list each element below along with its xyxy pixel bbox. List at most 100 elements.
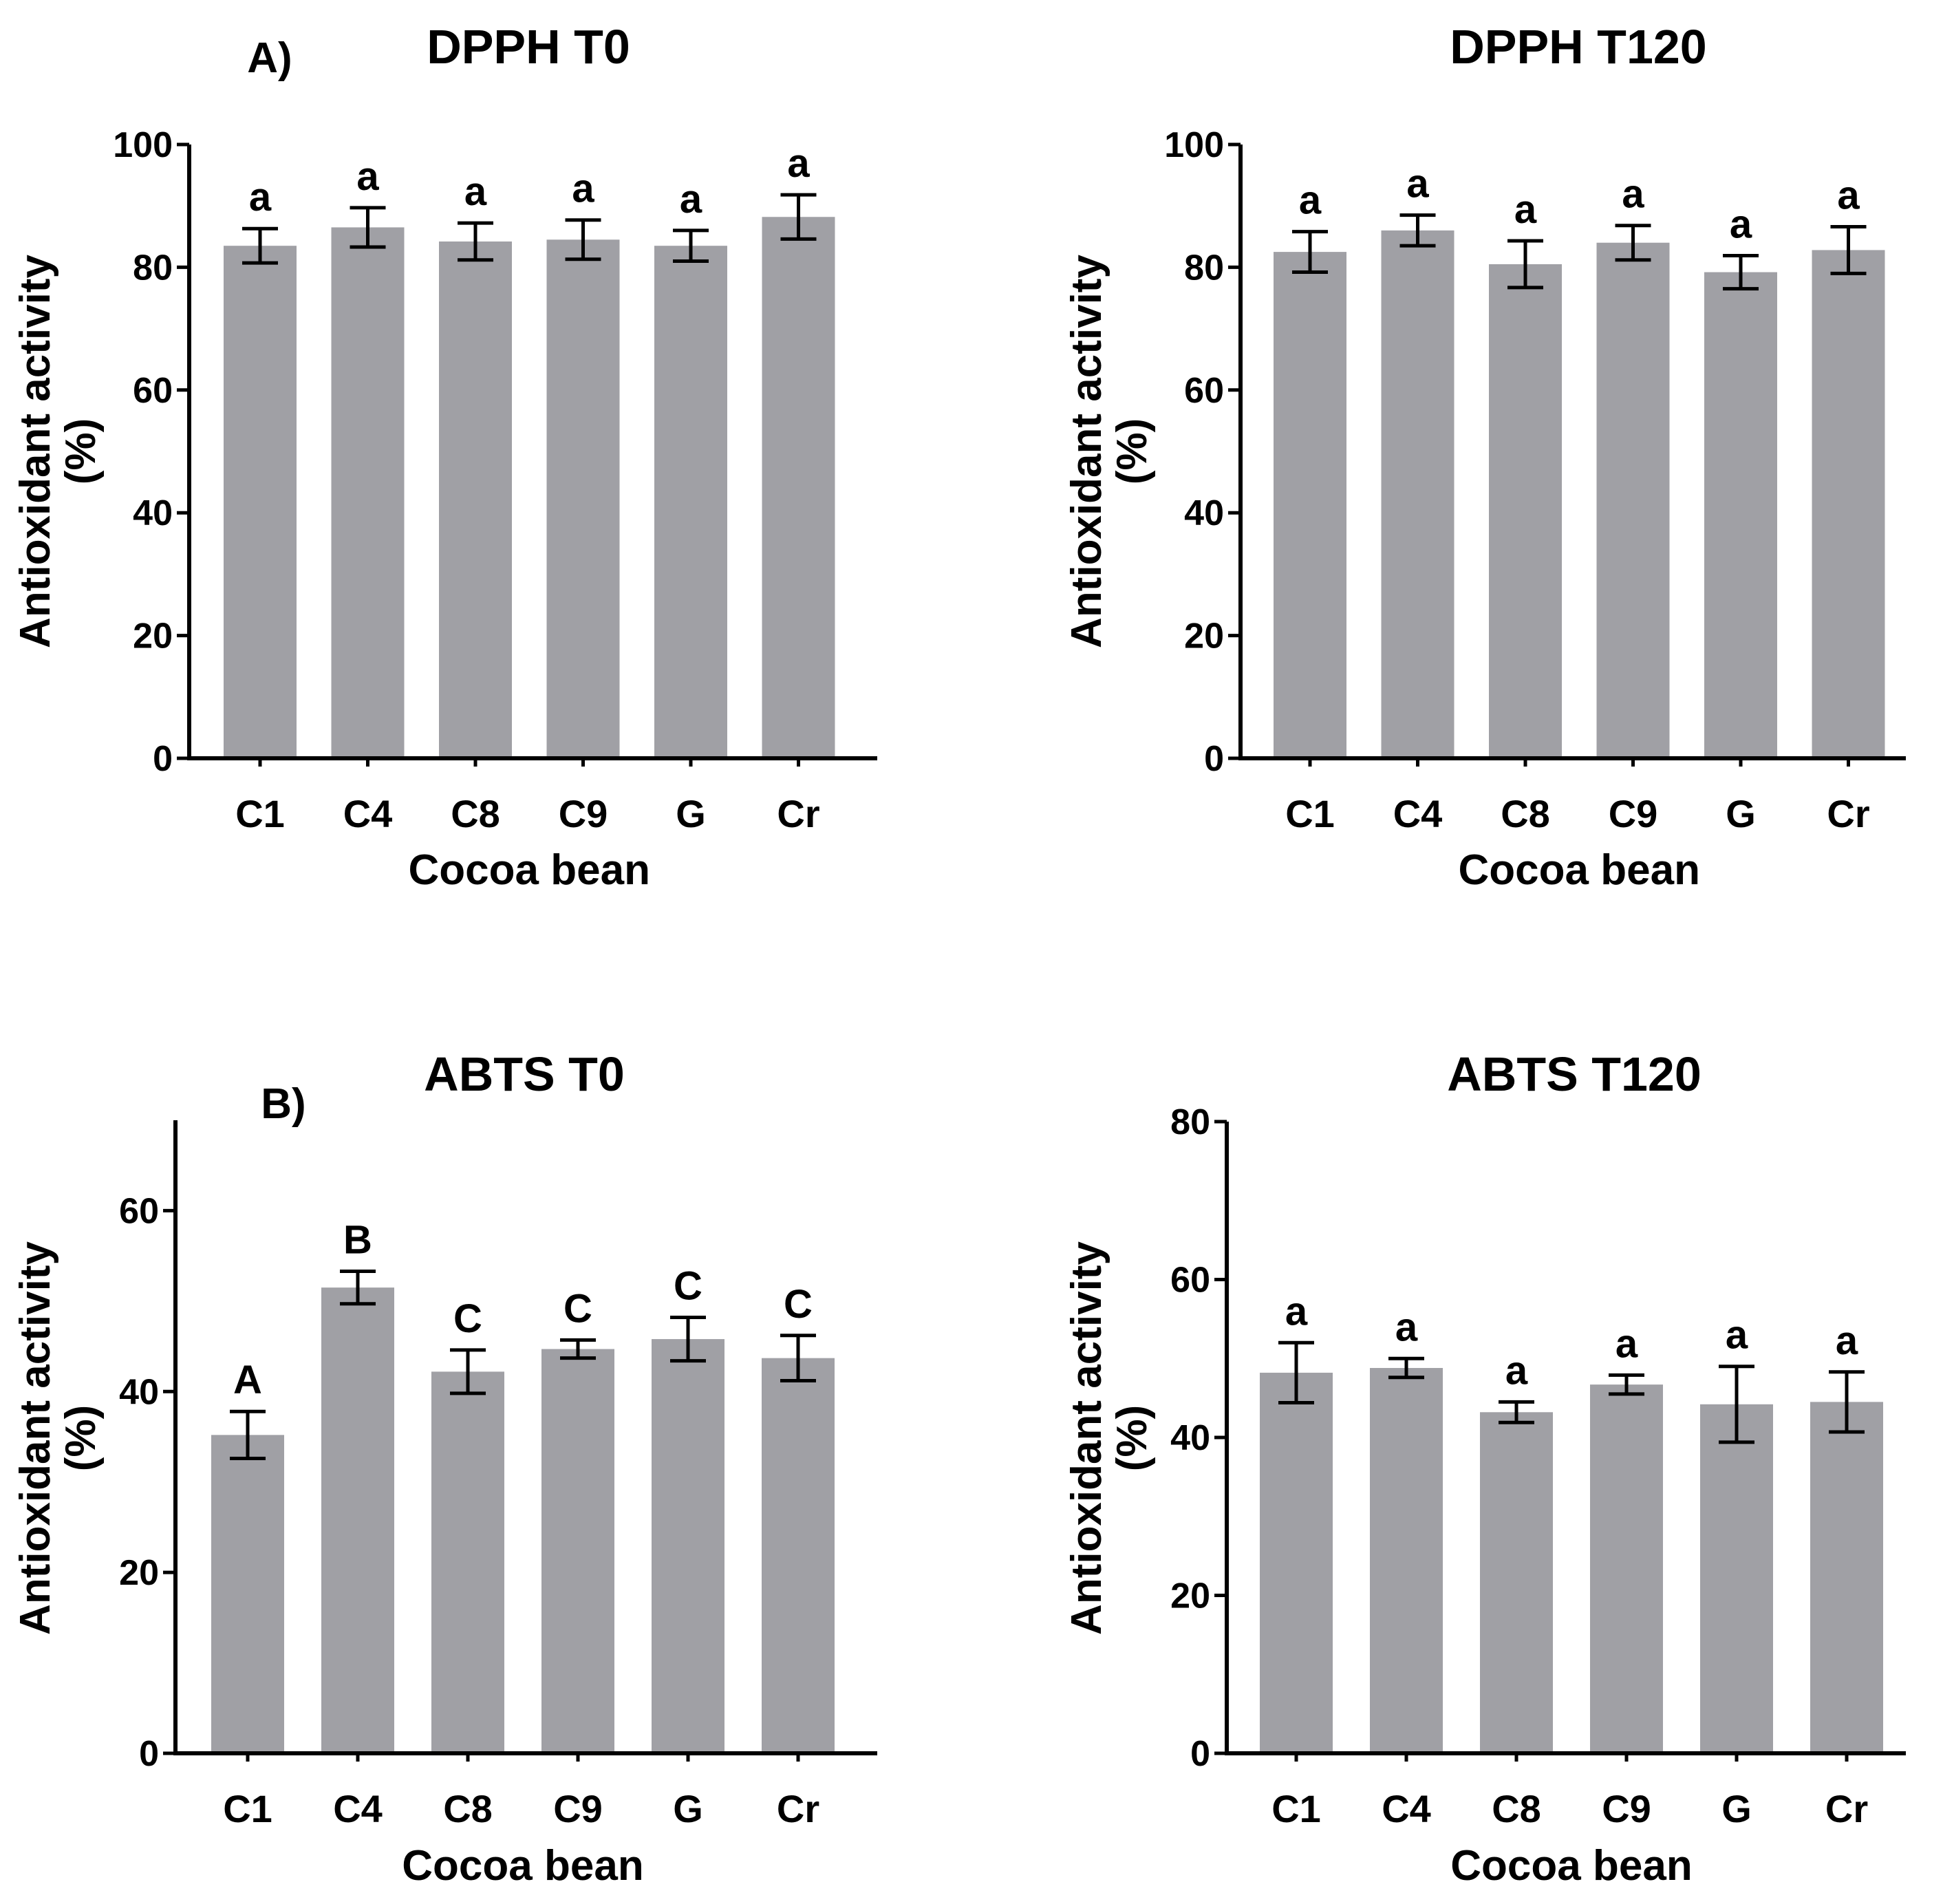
error-bar-C9 — [560, 1338, 596, 1360]
error-bar-C4 — [1399, 213, 1436, 248]
y-tick-label: 20 — [133, 617, 173, 656]
x-tick-label: C4 — [1393, 792, 1443, 835]
y-axis-title-line: Antioxidant activity — [12, 1241, 59, 1635]
bar-C8 — [439, 241, 512, 758]
bar-C4 — [321, 1287, 394, 1753]
x-tick-label: C1 — [1285, 792, 1335, 835]
bar-C9 — [541, 1349, 614, 1753]
error-bar-C8 — [1499, 1400, 1534, 1424]
bar-G — [654, 246, 727, 758]
bar-C1 — [1274, 252, 1346, 759]
chart-title: ABTS T120 — [1447, 1047, 1702, 1101]
x-tick-label: Cr — [777, 1787, 819, 1830]
significance-label: a — [1395, 1305, 1418, 1349]
y-axis-title-unit: (%) — [1108, 1405, 1156, 1471]
x-axis-title: Cocoa bean — [402, 1842, 643, 1890]
x-tick-label: C9 — [1602, 1787, 1651, 1830]
x-tick-label: C8 — [1501, 792, 1550, 835]
x-tick-label: C1 — [223, 1787, 272, 1830]
x-tick-label: Cr — [777, 792, 819, 835]
significance-label: a — [1730, 202, 1752, 246]
significance-label: a — [1505, 1348, 1528, 1393]
significance-label: C — [563, 1286, 592, 1331]
bar-Cr — [1810, 1402, 1883, 1753]
x-tick-label: C1 — [235, 792, 285, 835]
y-axis-title: Antioxidant activity(%) — [1063, 1241, 1156, 1635]
error-bar-C9 — [1609, 1373, 1644, 1396]
x-tick-label: C4 — [1382, 1787, 1431, 1830]
x-tick-label: Cr — [1827, 792, 1869, 835]
significance-label: a — [356, 154, 379, 199]
y-axis-title-unit: (%) — [57, 418, 105, 484]
chart-title: DPPH T0 — [427, 20, 630, 74]
bar-C8 — [431, 1371, 504, 1753]
y-tick-label: 60 — [133, 371, 173, 411]
bar-C9 — [1596, 242, 1670, 759]
y-tick-label: 100 — [1164, 125, 1224, 165]
error-bar-C4 — [350, 206, 386, 249]
error-bar-C4 — [340, 1269, 376, 1306]
chart-panel-abts-t120: ABTS T120 Antioxidant activity(%) a C1 a C4 a C… — [1063, 1047, 1906, 1890]
significance-label: C — [674, 1264, 702, 1309]
bar-G — [652, 1339, 724, 1753]
y-axis-title-line: Antioxidant activity — [1063, 255, 1110, 648]
bar-G — [1704, 272, 1777, 758]
significance-label: a — [249, 175, 272, 220]
error-bar-C1 — [230, 1409, 266, 1461]
error-bar-C1 — [1278, 1340, 1314, 1405]
significance-label: a — [787, 141, 810, 186]
significance-label: a — [1726, 1313, 1748, 1358]
error-bar-C8 — [1507, 239, 1543, 290]
y-tick-label: 60 — [1184, 371, 1224, 411]
error-bar-Cr — [1829, 1370, 1865, 1434]
bar-C9 — [1590, 1384, 1663, 1753]
significance-label: a — [1836, 1318, 1858, 1363]
y-tick-label: 80 — [1184, 248, 1224, 288]
significance-label: C — [784, 1282, 813, 1327]
error-bar-G — [670, 1316, 706, 1363]
y-tick-label: 0 — [153, 739, 173, 779]
y-tick-label: 40 — [1170, 1418, 1210, 1458]
y-tick-label: 20 — [119, 1553, 159, 1593]
significance-label: B — [343, 1217, 372, 1262]
y-tick-label: 80 — [1170, 1102, 1210, 1142]
bar-C8 — [1489, 264, 1562, 758]
y-axis-title: Antioxidant activity(%) — [12, 255, 105, 648]
y-tick-label: 0 — [139, 1734, 159, 1774]
y-tick-label: 100 — [113, 125, 173, 165]
significance-label: a — [1299, 178, 1322, 223]
y-axis-title: Antioxidant activity(%) — [1063, 255, 1156, 648]
y-tick-label: 80 — [133, 248, 173, 288]
bar-C1 — [224, 246, 297, 758]
y-axis-title-unit: (%) — [57, 1405, 105, 1471]
significance-label: a — [680, 177, 702, 222]
x-tick-label: G — [676, 792, 706, 835]
bar-C4 — [1381, 230, 1454, 758]
x-tick-label: C1 — [1271, 1787, 1321, 1830]
chart-panel-dpph-t120: DPPH T120 Antioxidant activity(%) a C1 a C4 a C… — [1063, 20, 1906, 894]
panel-label: A) — [247, 34, 292, 82]
bar-Cr — [1812, 250, 1885, 758]
x-tick-label: C8 — [1492, 1787, 1541, 1830]
chart-title: ABTS T0 — [424, 1047, 625, 1101]
x-axis-title: Cocoa bean — [1459, 846, 1700, 894]
panel-label: B) — [261, 1080, 305, 1128]
x-tick-label: C9 — [1609, 792, 1658, 835]
y-tick-label: 60 — [1170, 1261, 1210, 1301]
bar-G — [1700, 1404, 1773, 1753]
x-tick-label: C8 — [443, 1787, 493, 1830]
significance-label: C — [453, 1296, 482, 1341]
significance-label: a — [464, 169, 487, 214]
x-tick-label: C8 — [451, 792, 500, 835]
y-tick-label: 40 — [1184, 493, 1224, 533]
error-bar-Cr — [780, 1334, 816, 1383]
y-tick-label: 40 — [119, 1372, 159, 1412]
y-axis-title-line: Antioxidant activity — [12, 255, 59, 648]
x-tick-label: G — [1726, 792, 1756, 835]
bar-Cr — [762, 1358, 835, 1753]
chart-panel-dpph-t0: DPPH T0 A) Antioxidant activity(%) a C1 a C4 a C… — [12, 20, 877, 894]
x-tick-label: C9 — [553, 1787, 603, 1830]
x-tick-label: C4 — [333, 1787, 383, 1830]
y-axis-title-line: Antioxidant activity — [1063, 1241, 1110, 1635]
